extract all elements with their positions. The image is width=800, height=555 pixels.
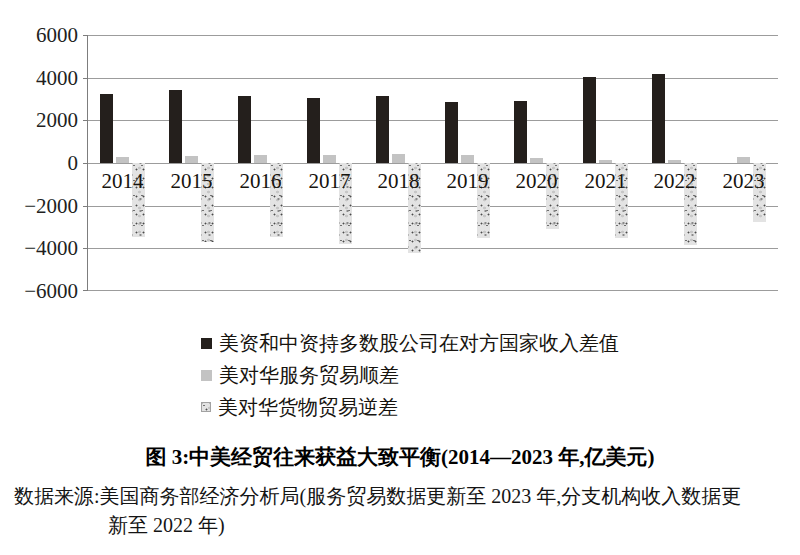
x-category-label-2021: 2021 <box>571 169 640 194</box>
gridline <box>88 35 778 36</box>
bar-income-difference-2021 <box>583 77 596 163</box>
y-axis-tick <box>83 206 88 207</box>
bar-services-surplus-2023 <box>737 157 750 163</box>
y-axis-tick <box>83 290 88 291</box>
bar-income-difference-2014 <box>100 94 113 163</box>
bar-services-surplus-2022 <box>668 160 681 163</box>
legend-label-goods-deficit: 美对华货物贸易逆差 <box>218 394 398 421</box>
bar-services-surplus-2020 <box>530 158 543 163</box>
data-source-line-2: 新至 2022 年) <box>108 512 225 538</box>
bar-services-surplus-2014 <box>116 157 129 163</box>
figure-canvas: 6000400020000−2000−4000−6000 20142015201… <box>0 0 800 555</box>
y-tick-label: 2000 <box>36 107 78 133</box>
bar-income-difference-2022 <box>652 74 665 163</box>
legend-item-income-difference: 美资和中资持多数股公司在对方国家收入差值 <box>201 327 619 359</box>
y-axis: 6000400020000−2000−4000−6000 <box>0 35 79 291</box>
legend-swatch-gray <box>201 370 212 381</box>
legend-swatch-speckled <box>201 402 211 412</box>
y-tick-label: 4000 <box>36 65 78 91</box>
x-category-label-2014: 2014 <box>88 169 157 194</box>
bar-services-surplus-2017 <box>323 155 336 163</box>
bar-services-surplus-2021 <box>599 160 612 163</box>
legend-label-income-difference: 美资和中资持多数股公司在对方国家收入差值 <box>219 330 619 357</box>
y-tick-label: −2000 <box>24 193 78 219</box>
gridline <box>88 78 778 79</box>
x-category-label-2018: 2018 <box>364 169 433 194</box>
x-category-label-2022: 2022 <box>640 169 709 194</box>
figure-title: 图 3:中美经贸往来获益大致平衡(2014—2023 年,亿美元) <box>0 444 800 470</box>
y-axis-tick <box>83 120 88 121</box>
bar-income-difference-2016 <box>238 96 251 163</box>
bar-income-difference-2020 <box>514 101 527 163</box>
gridline <box>88 206 778 207</box>
y-axis-tick <box>83 35 88 36</box>
bar-services-surplus-2019 <box>461 155 474 163</box>
y-axis-tick <box>83 163 88 164</box>
y-tick-label: 0 <box>68 150 79 176</box>
gridline <box>88 290 778 291</box>
data-source-line-1: 数据来源:美国商务部经济分析局(服务贸易数据更新至 2023 年,分支机构收入数… <box>14 483 741 509</box>
x-category-label-2016: 2016 <box>226 169 295 194</box>
x-category-label-2023: 2023 <box>709 169 778 194</box>
bar-services-surplus-2015 <box>185 156 198 163</box>
y-axis-tick <box>83 78 88 79</box>
plot-area: 2014201520162017201820192020202120222023 <box>87 35 778 291</box>
x-category-label-2015: 2015 <box>157 169 226 194</box>
legend-swatch-dark <box>201 338 212 349</box>
bar-income-difference-2015 <box>169 90 182 163</box>
gridline <box>88 163 778 164</box>
bar-services-surplus-2016 <box>254 155 267 163</box>
x-category-label-2019: 2019 <box>433 169 502 194</box>
gridline <box>88 120 778 121</box>
bar-income-difference-2019 <box>445 102 458 163</box>
bar-services-surplus-2018 <box>392 154 405 163</box>
y-tick-label: −6000 <box>24 278 78 304</box>
y-axis-tick <box>83 248 88 249</box>
bar-income-difference-2017 <box>307 98 320 163</box>
legend-item-services-surplus: 美对华服务贸易顺差 <box>201 359 619 391</box>
y-tick-label: 6000 <box>36 22 78 48</box>
bar-income-difference-2018 <box>376 96 389 163</box>
legend-item-goods-deficit: 美对华货物贸易逆差 <box>201 391 619 423</box>
y-tick-label: −4000 <box>24 235 78 261</box>
legend: 美资和中资持多数股公司在对方国家收入差值 美对华服务贸易顺差 美对华货物贸易逆差 <box>201 327 619 423</box>
x-category-label-2017: 2017 <box>295 169 364 194</box>
gridline <box>88 248 778 249</box>
x-category-label-2020: 2020 <box>502 169 571 194</box>
legend-label-services-surplus: 美对华服务贸易顺差 <box>219 362 399 389</box>
